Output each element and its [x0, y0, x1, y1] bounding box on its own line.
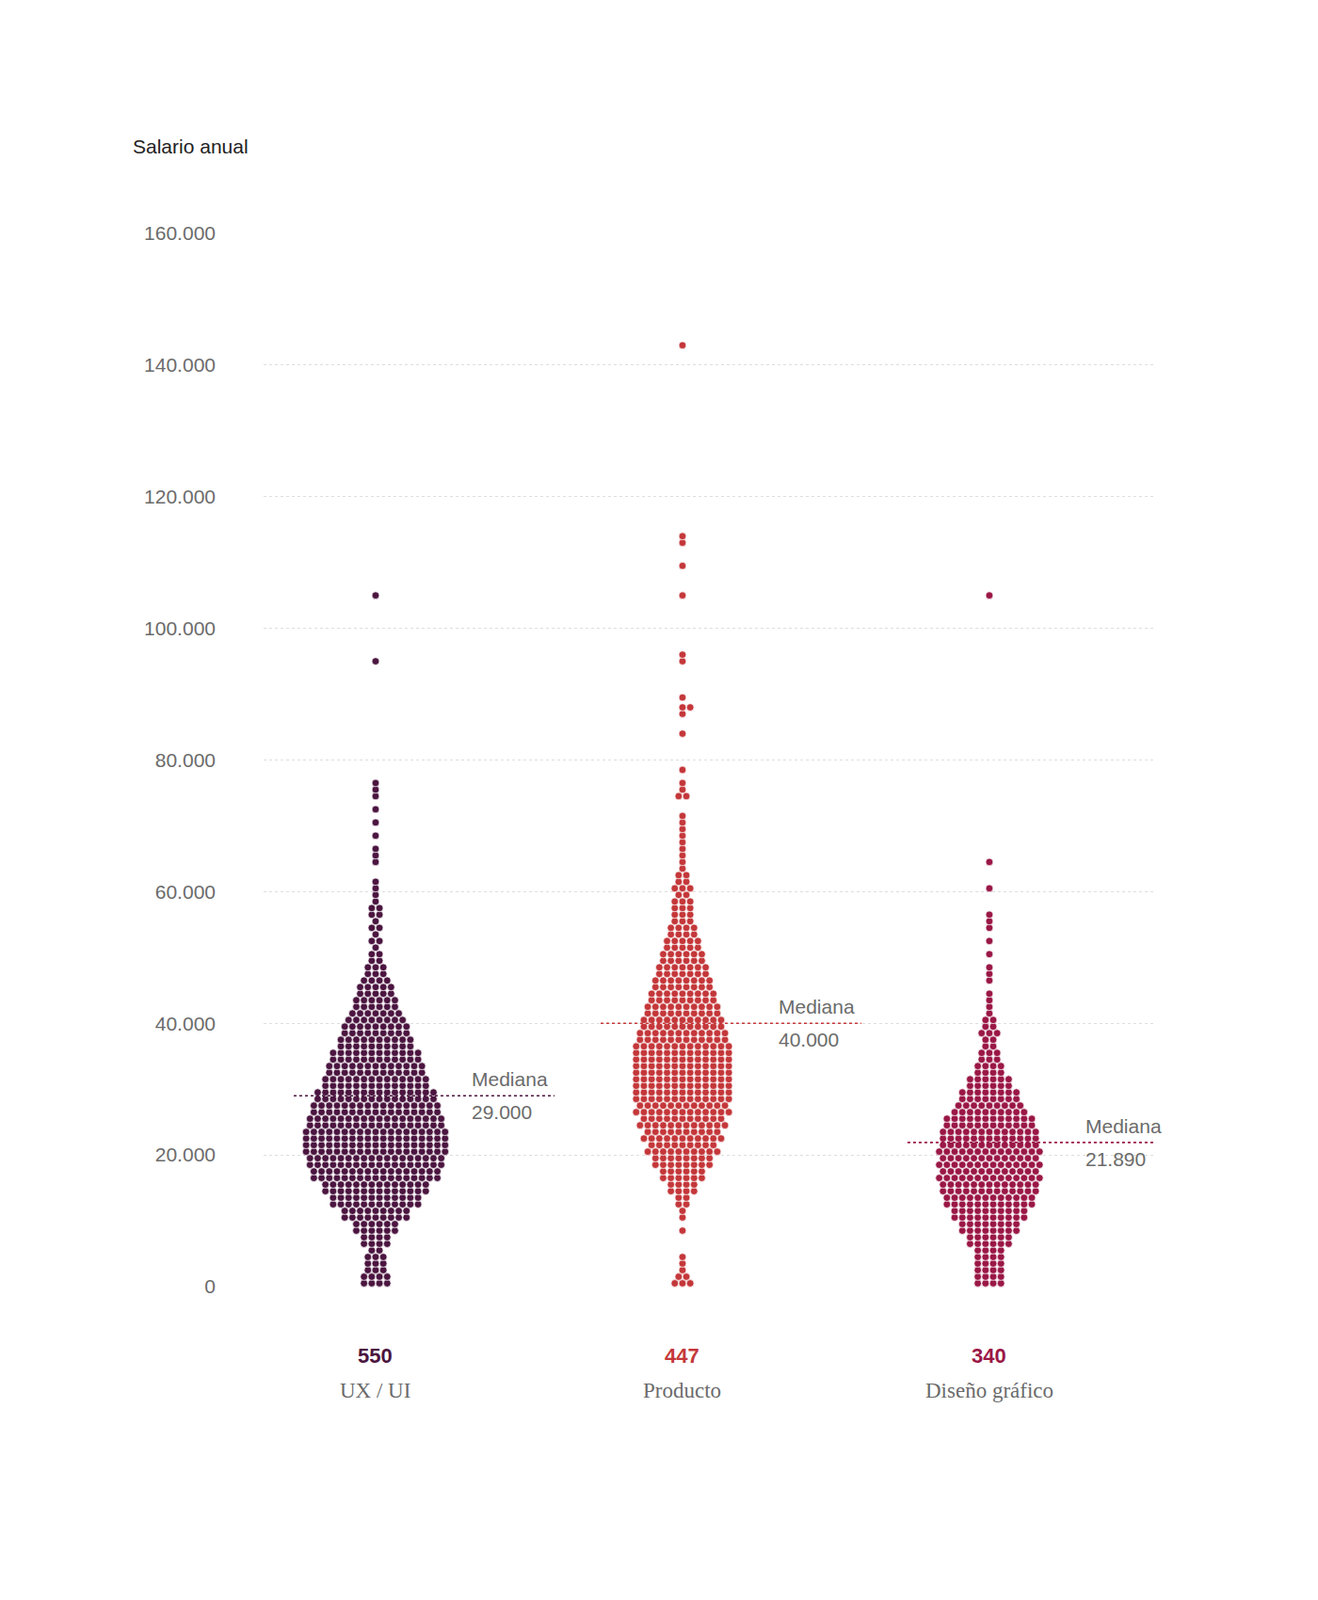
svg-text:40.000: 40.000 [155, 1012, 216, 1035]
svg-text:100.000: 100.000 [144, 617, 216, 640]
svg-text:Salario anual: Salario anual [132, 135, 249, 158]
svg-text:0: 0 [204, 1275, 216, 1298]
svg-text:40.000: 40.000 [778, 1028, 839, 1051]
svg-text:550: 550 [357, 1344, 393, 1368]
svg-text:447: 447 [664, 1344, 700, 1368]
svg-text:Diseño gráfico: Diseño gráfico [925, 1379, 1054, 1403]
svg-text:60.000: 60.000 [155, 881, 216, 903]
svg-text:20.000: 20.000 [155, 1143, 216, 1166]
svg-text:Mediana: Mediana [1085, 1115, 1162, 1138]
svg-text:80.000: 80.000 [155, 749, 216, 772]
svg-text:120.000: 120.000 [144, 485, 216, 508]
svg-text:160.000: 160.000 [144, 222, 216, 244]
svg-text:UX / UI: UX / UI [339, 1379, 411, 1403]
svg-text:Mediana: Mediana [778, 996, 855, 1018]
svg-text:29.000: 29.000 [471, 1101, 532, 1124]
svg-text:21.890: 21.890 [1085, 1148, 1146, 1171]
svg-text:340: 340 [971, 1344, 1007, 1368]
svg-text:Producto: Producto [642, 1379, 722, 1403]
svg-text:Mediana: Mediana [471, 1068, 548, 1091]
svg-text:140.000: 140.000 [144, 353, 216, 376]
